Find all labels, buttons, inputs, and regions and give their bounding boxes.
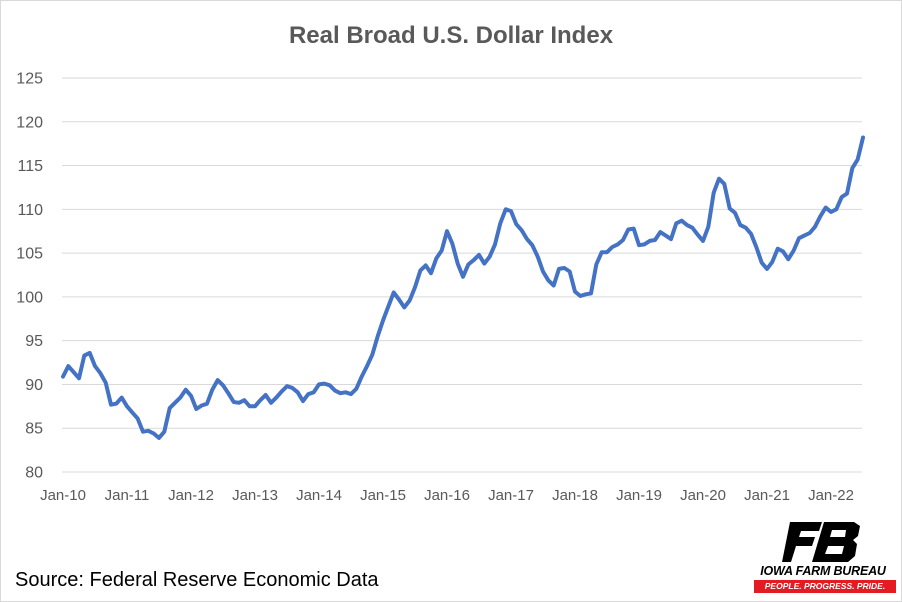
x-tick-label: Jan-10 (40, 487, 86, 504)
y-axis-ticks: 80 85 90 95 100 105 110 115 120 125 (16, 71, 43, 482)
x-tick-label: Jan-12 (168, 487, 214, 504)
series-line (61, 135, 865, 440)
x-tick-label: Jan-16 (424, 487, 470, 504)
fb-logo-icon (782, 522, 860, 562)
y-tick-label: 110 (17, 202, 43, 219)
y-tick-label: 105 (16, 246, 43, 263)
x-tick-label: Jan-19 (616, 487, 662, 504)
source-note: Source: Federal Reserve Economic Data (15, 569, 379, 591)
x-tick-label: Jan-22 (808, 487, 854, 504)
x-tick-label: Jan-20 (680, 487, 726, 504)
y-tick-label: 80 (25, 465, 43, 482)
y-tick-label: 120 (16, 114, 43, 131)
logo-name: IOWA FARM BUREAU (760, 564, 886, 578)
x-tick-label: Jan-17 (488, 487, 534, 504)
series-layer (61, 135, 865, 440)
x-axis-ticks: Jan-10 Jan-11 Jan-12 Jan-13 Jan-14 Jan-15 Jan-… (40, 487, 854, 504)
x-tick-label: Jan-18 (552, 487, 598, 504)
x-tick-label: Jan-14 (296, 487, 342, 504)
x-tick-label: Jan-21 (744, 487, 790, 504)
x-tick-label: Jan-11 (105, 487, 150, 504)
chart-title: Real Broad U.S. Dollar Index (288, 22, 614, 49)
y-tick-label: 100 (16, 289, 43, 306)
y-tick-label: 125 (16, 71, 43, 88)
y-tick-label: 90 (25, 377, 43, 394)
logo-tagline: PEOPLE. PROGRESS. PRIDE. (754, 580, 896, 593)
y-tick-label: 85 (25, 421, 43, 438)
x-tick-label: Jan-15 (360, 487, 406, 504)
gridlines (62, 77, 862, 473)
y-tick-label: 115 (17, 158, 43, 175)
iowa-farm-bureau-logo: IOWA FARM BUREAU PEOPLE. PROGRESS. PRIDE… (748, 520, 898, 598)
y-tick-label: 95 (25, 333, 43, 350)
x-tick-label: Jan-13 (232, 487, 278, 504)
